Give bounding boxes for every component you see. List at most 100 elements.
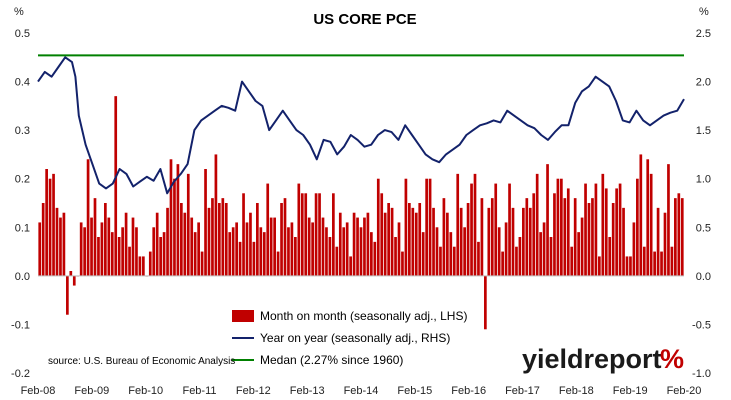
bar [256, 203, 259, 276]
x-tick-label: Feb-13 [290, 385, 325, 397]
bar [38, 222, 42, 276]
bar [131, 217, 135, 276]
bar [504, 222, 508, 276]
bar [176, 164, 180, 276]
bar [515, 246, 518, 276]
yoy-line [37, 56, 685, 195]
x-axis: Feb-08 Feb-09 Feb-10 Feb-11 Feb-12 Feb-13 Feb-… [21, 385, 702, 397]
bar [318, 193, 321, 276]
bar [518, 237, 522, 276]
bar [487, 207, 491, 276]
bar [449, 232, 453, 276]
legend: Month on month (seasonally adj., LHS) Yea… [232, 309, 467, 367]
x-tick-label: Feb-09 [74, 385, 109, 397]
bar [539, 232, 542, 276]
bar [366, 212, 370, 276]
bar [594, 183, 598, 276]
bar [363, 217, 366, 276]
bar [411, 207, 415, 276]
right-tick-label: 0.5 [696, 222, 711, 234]
legend-label-bar: Month on month (seasonally adj., LHS) [260, 309, 467, 323]
x-tick-label: Feb-18 [559, 385, 594, 397]
bar [549, 237, 553, 276]
bar [494, 183, 498, 276]
bar [159, 237, 162, 276]
bar [466, 203, 470, 276]
left-tick-label: 0.2 [15, 174, 30, 186]
bar [97, 237, 100, 276]
bar [463, 227, 466, 276]
left-tick-label: 0.4 [15, 77, 30, 89]
bar [653, 251, 656, 276]
bar [276, 251, 280, 276]
bar [45, 169, 48, 276]
bar [622, 207, 625, 276]
bar [484, 275, 487, 330]
bar [218, 203, 221, 276]
bar [48, 178, 52, 276]
x-tick-label: Feb-15 [397, 385, 432, 397]
bar [611, 203, 615, 276]
bar [290, 222, 294, 276]
bar [314, 193, 318, 276]
bar-series [38, 96, 684, 330]
bar [356, 217, 359, 276]
x-tick-label: Feb-10 [128, 385, 163, 397]
bar [663, 212, 667, 276]
brand-text: yieldreport [522, 344, 662, 374]
bar [598, 256, 601, 276]
bar [629, 256, 632, 276]
right-tick-label: 1.0 [696, 174, 711, 186]
bar [242, 193, 245, 276]
bar [269, 217, 273, 276]
bar [680, 198, 684, 276]
x-tick-label: Feb-11 [182, 385, 216, 397]
bar [615, 188, 618, 276]
bar [383, 212, 387, 276]
bar [280, 203, 283, 276]
right-unit-label: % [699, 6, 709, 18]
bar [556, 178, 560, 276]
bar [283, 198, 287, 276]
bar [608, 237, 612, 276]
bar [636, 178, 639, 276]
bar [259, 227, 263, 276]
left-tick-label: 0.3 [15, 125, 30, 137]
bar [197, 222, 200, 276]
bar [642, 246, 646, 276]
bar [349, 256, 352, 276]
bar [508, 183, 511, 276]
bar [342, 227, 346, 276]
bar [287, 227, 290, 276]
bar [528, 207, 532, 276]
bar [117, 237, 121, 276]
left-tick-label: -0.1 [11, 319, 30, 331]
bar [266, 183, 270, 276]
bar [432, 207, 435, 276]
bar [328, 237, 332, 276]
bar [404, 178, 408, 276]
bar [238, 241, 242, 276]
bar [456, 173, 460, 276]
bar [490, 198, 494, 276]
bar [214, 154, 218, 276]
bar [252, 241, 256, 276]
bar [656, 207, 660, 276]
bar [155, 212, 159, 276]
bar [166, 207, 169, 276]
left-axis: -0.2 -0.1 0.0 0.1 0.2 0.3 0.4 0.5 [11, 28, 30, 380]
bar [104, 203, 107, 276]
bar [477, 241, 480, 276]
bar [332, 193, 335, 276]
brand-logo: yieldreport % [522, 344, 684, 374]
bar [618, 183, 622, 276]
left-unit-label: % [14, 6, 24, 18]
bar [470, 183, 473, 276]
bar [245, 222, 249, 276]
bar [93, 198, 97, 276]
bar [66, 275, 69, 315]
bar [511, 207, 515, 276]
bar [221, 198, 225, 276]
bar [224, 203, 228, 276]
bar [83, 227, 86, 276]
